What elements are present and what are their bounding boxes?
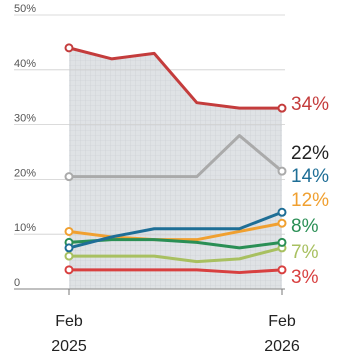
series-point-grey	[277, 166, 287, 176]
series-point-grey	[64, 172, 74, 182]
series-line-lightgreen	[67, 246, 284, 264]
series-point-green	[277, 237, 287, 247]
gridlines	[14, 14, 285, 290]
y-axis-ticks: 0 10% 20% 30% 40% 50%	[14, 3, 36, 289]
x-tick-month: Feb	[55, 313, 83, 330]
series-point-red	[64, 43, 74, 53]
series-point-blue	[277, 207, 287, 217]
x-tick-year: 2026	[264, 338, 300, 354]
end-label-redlow: 3%	[291, 267, 319, 288]
series-line-grey	[67, 134, 284, 179]
y-tick-label: 40%	[14, 58, 36, 70]
series-point-blue	[64, 243, 74, 253]
y-tick-label: 50%	[14, 3, 36, 15]
series-point-lightgreen	[64, 251, 74, 261]
series-point-orange	[277, 218, 287, 228]
x-tick-year: 2025	[51, 338, 87, 354]
end-label-red: 34%	[291, 94, 329, 115]
series-line-redlow	[67, 268, 284, 275]
series-point-redlow	[64, 265, 74, 275]
y-tick-label: 30%	[14, 113, 36, 125]
x-tick-month: Feb	[268, 313, 296, 330]
y-tick-label: 20%	[14, 167, 36, 179]
end-label-blue: 14%	[291, 166, 329, 187]
x-axis-ticks: Feb 2025 Feb 2026	[51, 289, 300, 354]
shaded-area-layer	[69, 47, 282, 289]
end-label-orange: 12%	[291, 190, 329, 211]
y-tick-label: 0	[14, 277, 20, 289]
series-point-red	[277, 103, 287, 113]
series-lines	[64, 43, 287, 275]
y-tick-label: 10%	[14, 222, 36, 234]
series-line-red	[67, 46, 284, 110]
shaded-area	[69, 47, 282, 289]
series-line-blue	[67, 210, 284, 250]
end-label-lightgreen: 7%	[291, 242, 319, 263]
series-point-redlow	[277, 265, 287, 275]
end-label-green: 8%	[291, 216, 319, 237]
series-point-orange	[64, 226, 74, 236]
end-label-grey: 22%	[291, 143, 329, 164]
series-end-labels: 34% 22%14% 12% 8% 7% 3%	[291, 94, 329, 288]
